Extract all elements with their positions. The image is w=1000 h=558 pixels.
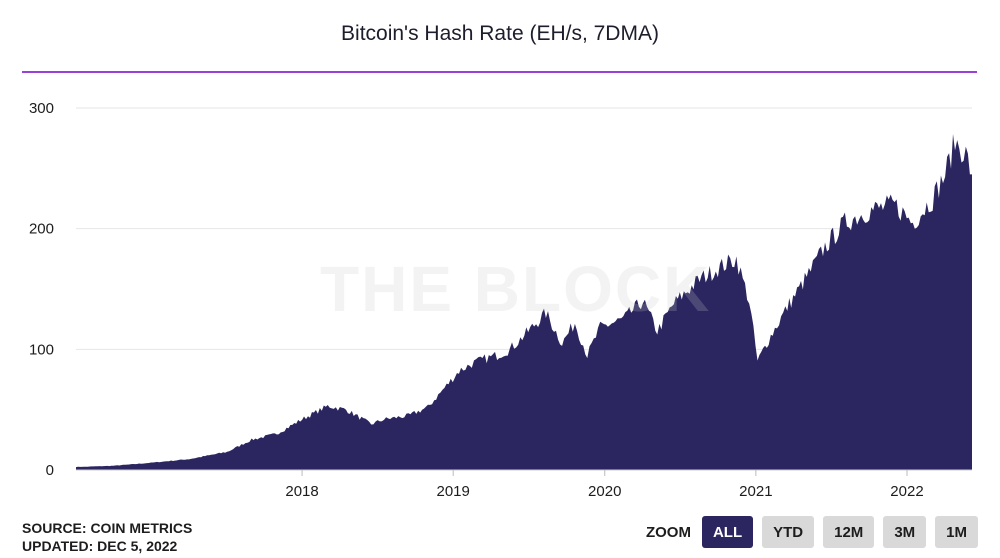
source-text: SOURCE: COIN METRICS [22,520,193,536]
x-tick-label-2020: 2020 [588,483,621,500]
y-tick-label-0: 0 [46,462,54,479]
y-tick-label-100: 100 [29,341,54,358]
zoom-12m-button[interactable]: 12M [823,516,875,548]
y-tick-label-300: 300 [29,100,54,117]
series-area [76,134,972,470]
x-tick-label-2018: 2018 [285,483,318,500]
updated-text: UPDATED: DEC 5, 2022 [22,538,178,554]
x-tick-label-2022: 2022 [890,483,923,500]
y-tick-label-200: 200 [29,221,54,238]
chart-title: Bitcoin's Hash Rate (EH/s, 7DMA) [341,22,659,45]
x-tick-label-2019: 2019 [437,483,470,500]
zoom-all-button[interactable]: ALL [701,516,754,548]
watermark: THE BLOCK [320,253,712,325]
zoom-ytd-button[interactable]: YTD [762,516,815,548]
x-tick-label-2021: 2021 [739,483,772,500]
zoom-1m-button[interactable]: 1M [935,516,978,548]
source-note: SOURCE: COIN METRICS UPDATED: DEC 5, 202… [22,519,192,555]
zoom-label: ZOOM [645,523,691,541]
zoom-controls: ZOOM ALL YTD 12M 3M 1M [646,516,978,548]
title-divider [22,71,977,73]
zoom-3m-button[interactable]: 3M [883,516,927,548]
